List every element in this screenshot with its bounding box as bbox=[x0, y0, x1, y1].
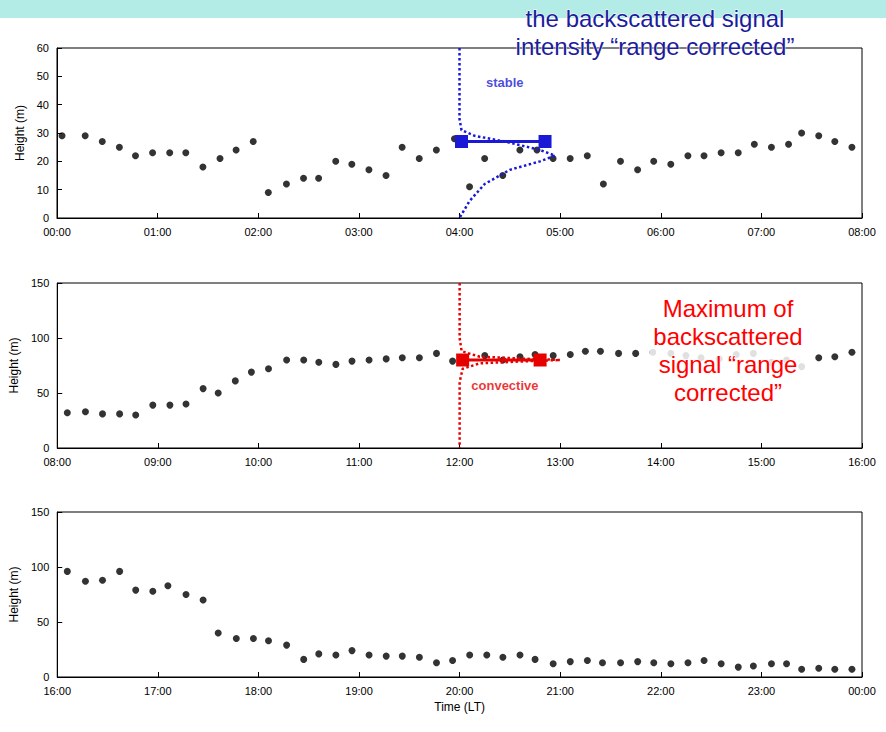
svg-text:0: 0 bbox=[43, 442, 49, 454]
svg-text:20: 20 bbox=[37, 155, 49, 167]
svg-text:50: 50 bbox=[37, 387, 49, 399]
svg-text:30: 30 bbox=[37, 127, 49, 139]
svg-text:stable: stable bbox=[486, 75, 524, 90]
svg-text:00:00: 00:00 bbox=[43, 226, 71, 238]
svg-text:15:00: 15:00 bbox=[748, 456, 776, 468]
svg-text:03:00: 03:00 bbox=[345, 226, 373, 238]
svg-text:convective: convective bbox=[471, 378, 538, 393]
svg-text:Height (m): Height (m) bbox=[7, 337, 21, 393]
svg-text:10:00: 10:00 bbox=[245, 456, 273, 468]
svg-text:150: 150 bbox=[31, 506, 49, 518]
svg-text:22:00: 22:00 bbox=[647, 685, 675, 697]
svg-text:19:00: 19:00 bbox=[345, 685, 373, 697]
svg-text:04:00: 04:00 bbox=[446, 226, 474, 238]
svg-text:intensity “range corrected”: intensity “range corrected” bbox=[516, 33, 795, 60]
svg-text:corrected”: corrected” bbox=[674, 379, 782, 406]
svg-text:150: 150 bbox=[31, 277, 49, 289]
svg-text:16:00: 16:00 bbox=[43, 685, 71, 697]
svg-text:00:00: 00:00 bbox=[848, 685, 876, 697]
svg-text:08:00: 08:00 bbox=[43, 456, 71, 468]
svg-text:Height (m): Height (m) bbox=[13, 105, 27, 161]
svg-text:10: 10 bbox=[37, 184, 49, 196]
svg-text:Height (m): Height (m) bbox=[7, 566, 21, 622]
svg-text:01:00: 01:00 bbox=[144, 226, 172, 238]
svg-text:05:00: 05:00 bbox=[546, 226, 574, 238]
svg-text:06:00: 06:00 bbox=[647, 226, 675, 238]
svg-text:backscattered: backscattered bbox=[653, 323, 802, 350]
svg-text:02:00: 02:00 bbox=[244, 226, 272, 238]
svg-text:60: 60 bbox=[37, 42, 49, 54]
svg-text:0: 0 bbox=[43, 671, 49, 683]
svg-text:20:00: 20:00 bbox=[446, 685, 474, 697]
svg-text:16:00: 16:00 bbox=[848, 456, 876, 468]
svg-text:100: 100 bbox=[31, 332, 49, 344]
svg-text:100: 100 bbox=[31, 561, 49, 573]
svg-text:23:00: 23:00 bbox=[748, 685, 776, 697]
svg-text:07:00: 07:00 bbox=[748, 226, 776, 238]
svg-text:09:00: 09:00 bbox=[144, 456, 172, 468]
svg-text:14:00: 14:00 bbox=[647, 456, 675, 468]
svg-text:signal “range: signal “range bbox=[659, 351, 798, 378]
svg-text:08:00: 08:00 bbox=[848, 226, 876, 238]
svg-text:50: 50 bbox=[37, 70, 49, 82]
svg-text:17:00: 17:00 bbox=[144, 685, 172, 697]
svg-text:Maximum of: Maximum of bbox=[663, 295, 794, 322]
svg-text:0: 0 bbox=[43, 212, 49, 224]
svg-text:Time (LT): Time (LT) bbox=[434, 700, 485, 714]
svg-text:11:00: 11:00 bbox=[346, 456, 373, 468]
svg-text:21:00: 21:00 bbox=[546, 685, 574, 697]
svg-text:18:00: 18:00 bbox=[245, 685, 273, 697]
svg-text:13:00: 13:00 bbox=[546, 456, 574, 468]
svg-text:the backscattered signal: the backscattered signal bbox=[526, 5, 785, 32]
svg-text:50: 50 bbox=[37, 616, 49, 628]
svg-text:12:00: 12:00 bbox=[446, 456, 474, 468]
svg-text:40: 40 bbox=[37, 99, 49, 111]
